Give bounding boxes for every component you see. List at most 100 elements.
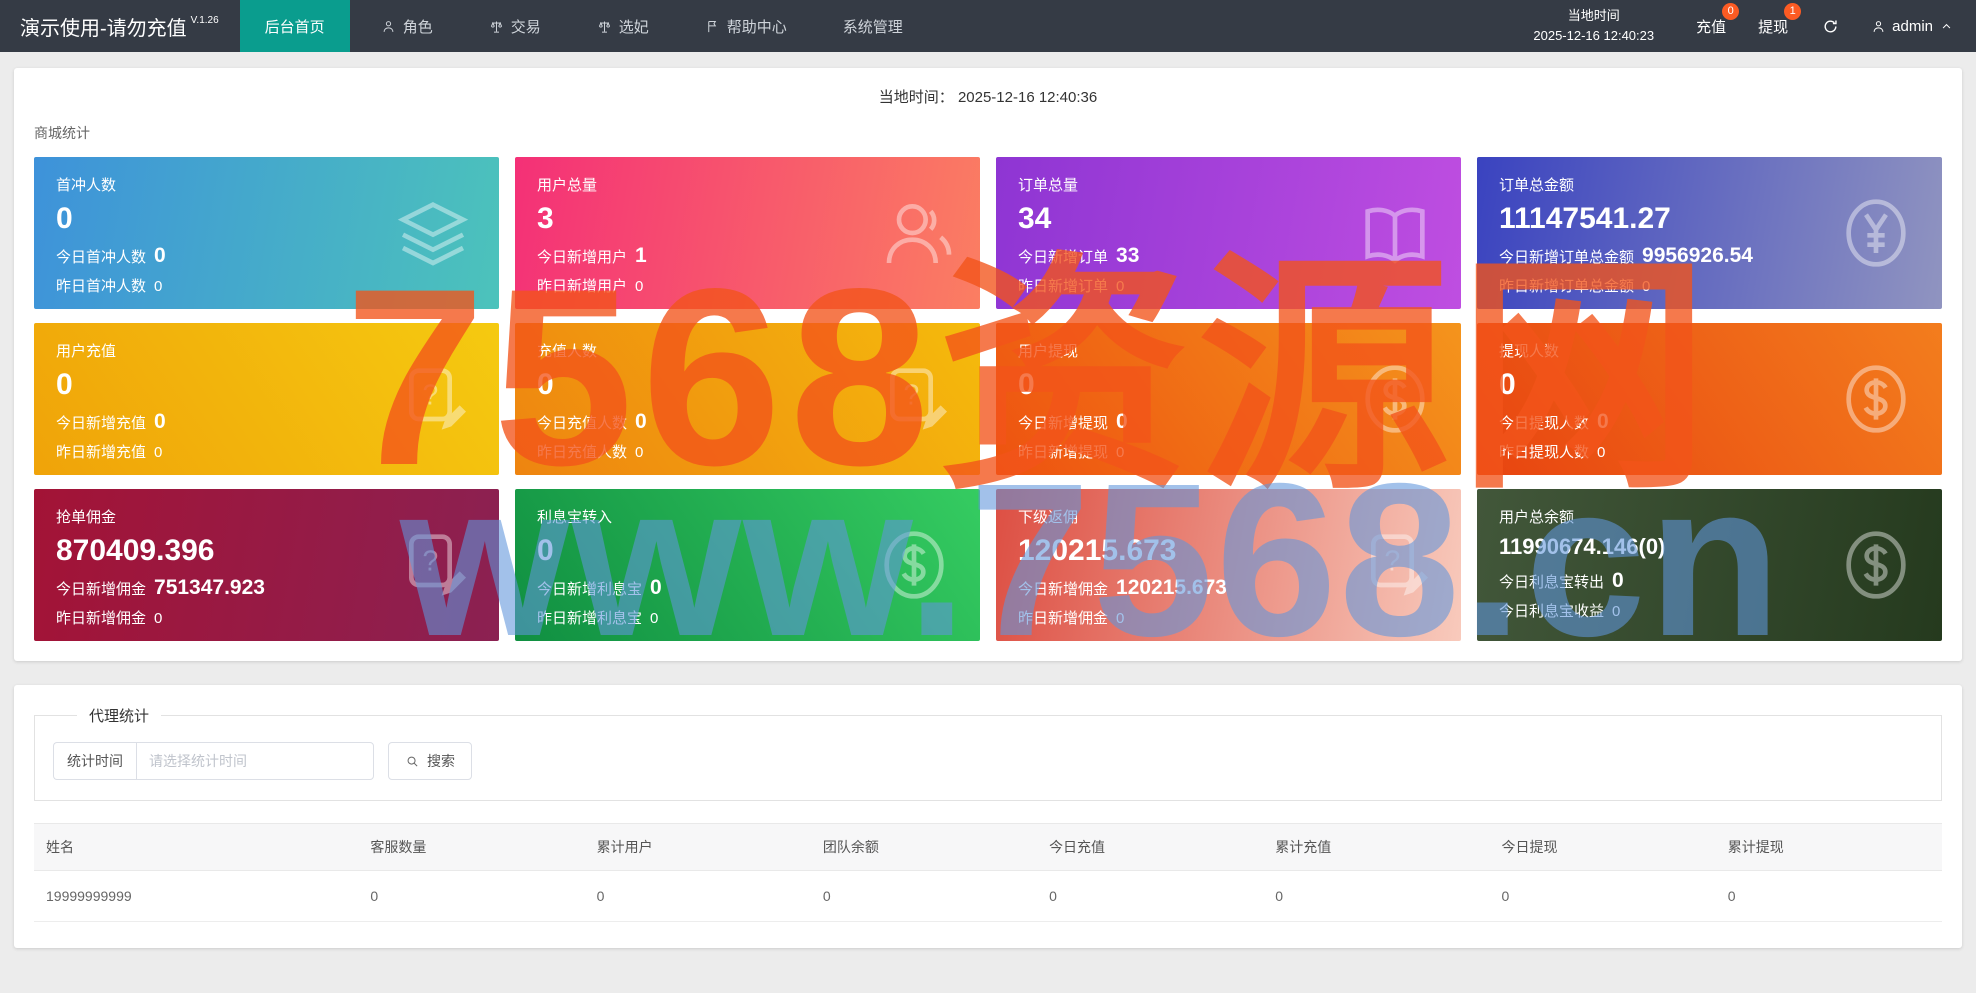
nav-tab-home[interactable]: 后台首页 (239, 0, 350, 52)
navbar-clock-label: 当地时间 (1567, 7, 1620, 23)
flag-icon (707, 20, 716, 32)
local-time-label: 当地时间： (878, 89, 954, 106)
col-total-users: 累计用户 (584, 823, 811, 871)
card-yesterday-label: 昨日新增佣金 (56, 609, 147, 627)
col-today-withdraw: 今日提现 (1489, 823, 1716, 871)
nav-tab-label: 后台首页 (264, 18, 325, 36)
svg-text:?: ? (422, 379, 438, 411)
dollar-circle-icon (1846, 531, 1906, 599)
nav-tab-label: 角色 (402, 18, 433, 36)
stat-card-interest-treasure-in: 利息宝转入 0 今日新增利息宝 0 昨日新增利息宝 0 (515, 489, 980, 641)
card-yesterday-label: 昨日新增充值 (56, 443, 147, 461)
card-yesterday-value: 0 (1597, 443, 1606, 461)
card-title: 抢单佣金 (56, 509, 117, 526)
chevron-up-icon (1942, 23, 1951, 28)
navbar-right: 当地时间 2025-12-16 12:40:23 充值 0 提现 1 admin (1533, 0, 1976, 52)
card-yesterday-label: 昨日新增利息宝 (537, 609, 643, 627)
card-value: 34 (1018, 202, 1052, 235)
cell-today-recharge: 0 (1037, 870, 1264, 922)
withdraw-label: 提现 (1758, 18, 1789, 36)
person-icon (1873, 20, 1884, 32)
scales-icon (490, 21, 502, 33)
refresh-button[interactable] (1822, 18, 1839, 35)
agent-filter-row: 统计时间 搜索 (53, 742, 1923, 780)
book-icon (1365, 207, 1425, 264)
recharge-button[interactable]: 充值 0 (1696, 2, 1740, 37)
stat-card-user-recharge: 用户充值 0 今日新增充值 0 昨日新增充值 0 ? (34, 323, 499, 475)
nav-tab-roles[interactable]: 角色 (356, 0, 458, 52)
navbar-clock: 当地时间 2025-12-16 12:40:23 (1533, 6, 1654, 46)
card-yesterday-label: 昨日新增用户 (537, 277, 628, 295)
stat-card-recharge-users: 充值人数 0 今日充值人数 0 昨日充值人数 0 ? (515, 323, 980, 475)
cell-today-withdraw: 0 (1489, 870, 1716, 922)
nav-tab-system[interactable]: 系统管理 (818, 0, 928, 52)
app-title: 演示使用-请勿充值 V.1.26 (0, 0, 237, 52)
withdraw-button[interactable]: 提现 1 (1758, 2, 1802, 37)
nav-tab-trade[interactable]: 交易 (464, 0, 566, 52)
edit-question-icon: ? (890, 368, 947, 430)
card-today-value: 120215.673 (1116, 575, 1227, 599)
card-today-value: 0 (1597, 409, 1609, 433)
card-title: 首冲人数 (56, 177, 117, 194)
edit-question-icon: ? (409, 368, 466, 430)
card-value: 0 (1018, 368, 1035, 401)
cell-total-users: 0 (584, 870, 811, 922)
card-yesterday-value: 0 (1116, 443, 1125, 461)
card-today-value: 0 (154, 243, 166, 267)
nav-tab-label: 选妃 (618, 18, 649, 36)
nav-tab-help-center[interactable]: 帮助中心 (680, 0, 812, 52)
svg-text:?: ? (422, 545, 438, 577)
stat-card-subordinate-rebate: 下级返佣 120215.673 今日新增佣金 120215.673 昨日新增佣金 0… (996, 489, 1461, 641)
stat-card-grab-order-commission: 抢单佣金 870409.396 今日新增佣金 751347.923 昨日新增佣金 0… (34, 489, 499, 641)
svg-text:?: ? (903, 379, 919, 411)
dollar-circle-icon (1365, 365, 1425, 433)
card-yesterday-label: 今日利息宝收益 (1499, 603, 1605, 621)
card-today-label: 今日新增充值 (56, 414, 147, 432)
withdraw-badge: 1 (1784, 2, 1802, 20)
card-title: 订单总量 (1018, 177, 1079, 194)
card-title: 订单总金额 (1499, 177, 1575, 194)
nav-tab-label: 帮助中心 (726, 18, 787, 36)
card-title: 提现人数 (1499, 343, 1560, 360)
cell-service-count: 0 (358, 870, 585, 922)
cell-total-withdraw: 0 (1715, 870, 1942, 922)
card-yesterday-value: 0 (1116, 277, 1125, 295)
top-navbar: 演示使用-请勿充值 V.1.26 后台首页 角色 交易 选妃 帮助中心 系统管理… (0, 0, 1976, 52)
recharge-badge: 0 (1722, 2, 1740, 20)
card-yesterday-label: 昨日提现人数 (1499, 443, 1590, 461)
agent-stats-fieldset: 代理统计 统计时间 搜索 (34, 705, 1942, 801)
col-total-withdraw: 累计提现 (1715, 823, 1942, 871)
card-today-label: 今日新增利息宝 (537, 580, 643, 598)
search-icon (407, 756, 418, 766)
card-yesterday-label: 昨日新增提现 (1018, 443, 1109, 461)
card-value: 120215.673 (1018, 534, 1177, 567)
col-name: 姓名 (34, 823, 359, 871)
col-total-recharge: 累计充值 (1263, 823, 1490, 871)
card-today-value: 33 (1116, 243, 1140, 267)
card-today-label: 今日新增提现 (1018, 414, 1109, 432)
card-title: 充值人数 (537, 343, 598, 360)
layers-icon (397, 202, 469, 266)
app-title-text: 演示使用-请勿充值 (20, 17, 187, 40)
user-menu[interactable]: admin (1871, 18, 1954, 35)
nav-tab-xuanfei[interactable]: 选妃 (572, 0, 674, 52)
col-today-recharge: 今日充值 (1037, 823, 1264, 871)
card-today-label: 今日充值人数 (537, 414, 628, 432)
card-title: 用户充值 (56, 343, 117, 360)
user-icon (886, 204, 952, 264)
stat-time-input[interactable] (136, 742, 374, 780)
card-today-value: 751347.923 (154, 575, 265, 599)
search-button[interactable]: 搜索 (388, 742, 472, 780)
local-time-value: 2025-12-16 12:40:36 (957, 89, 1098, 106)
card-today-value: 0 (154, 409, 166, 433)
card-today-value: 1 (635, 243, 647, 267)
stat-time-label: 统计时间 (53, 742, 136, 780)
card-value: 11147541.27 (1499, 202, 1671, 235)
navbar-clock-time: 2025-12-16 12:40:23 (1533, 28, 1655, 43)
section-title-mall-stats: 商城统计 (34, 125, 90, 141)
card-title: 利息宝转入 (537, 509, 613, 526)
scales-icon (598, 21, 610, 33)
app-version: V.1.26 (190, 14, 219, 26)
card-yesterday-value: 0 (154, 277, 163, 295)
card-yesterday-label: 昨日充值人数 (537, 443, 628, 461)
